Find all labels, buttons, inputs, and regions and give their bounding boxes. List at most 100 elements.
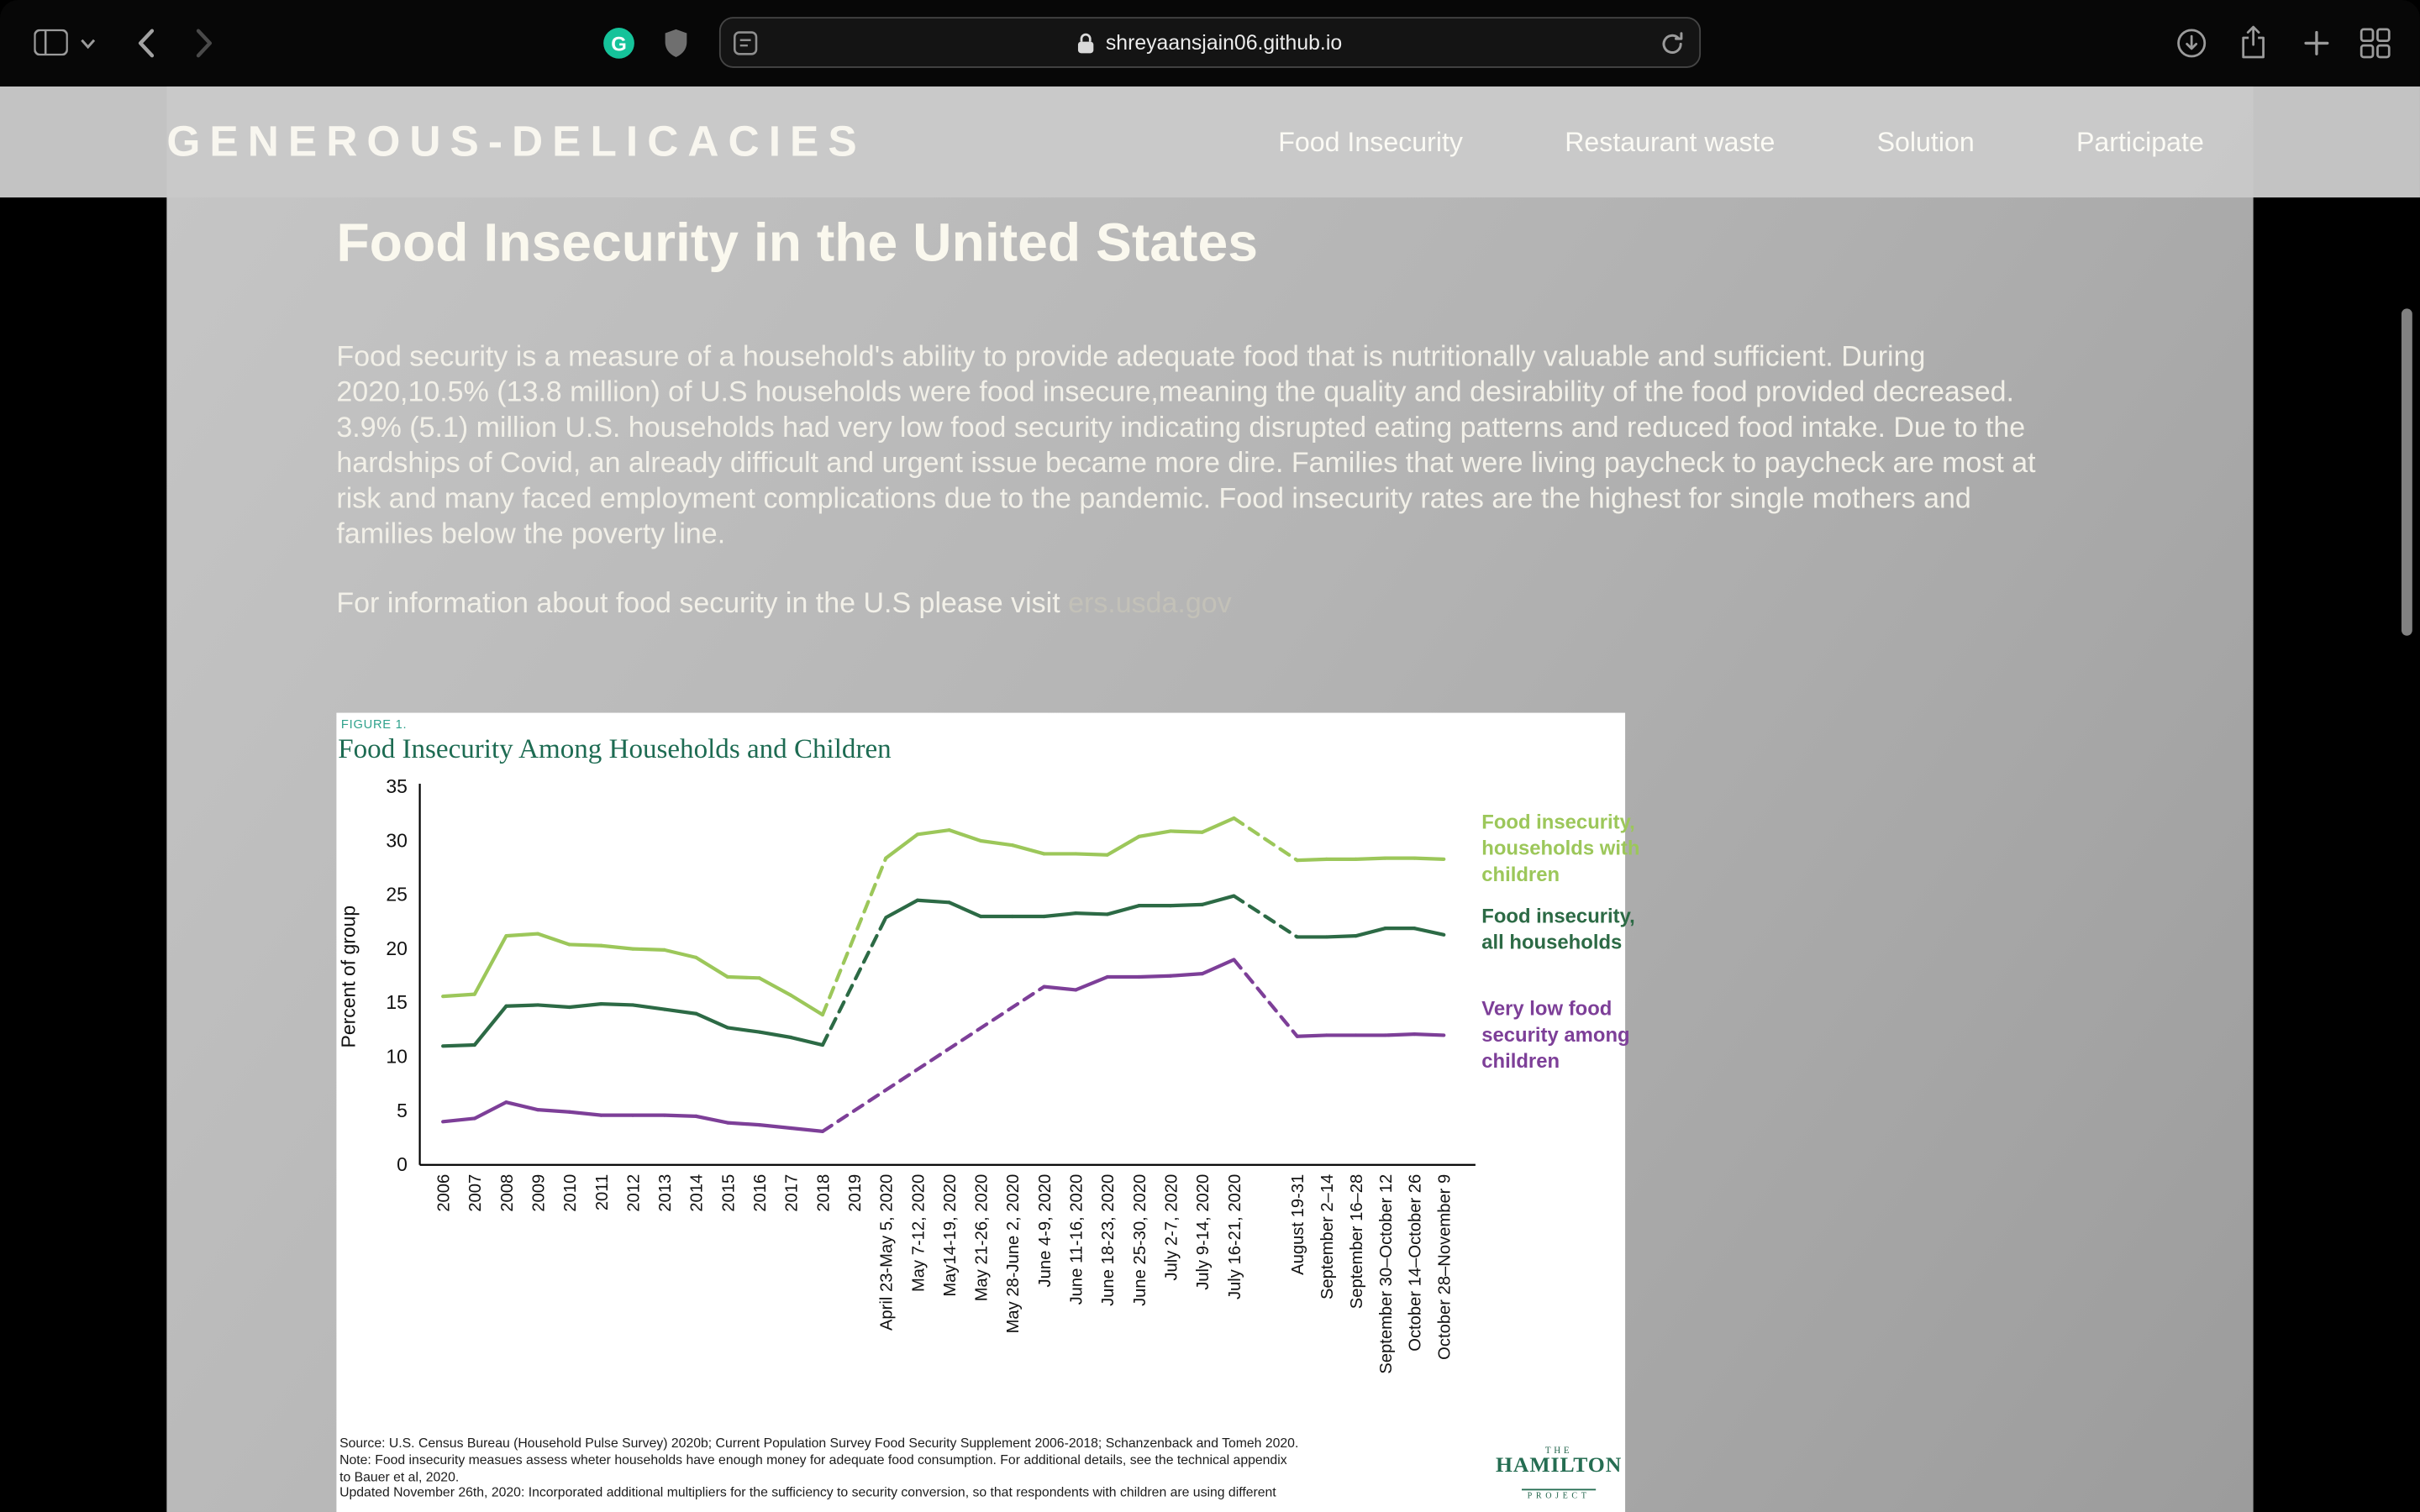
shield-extension-button[interactable] bbox=[664, 28, 688, 59]
svg-text:May 28-June 2, 2020: May 28-June 2, 2020 bbox=[1004, 1174, 1023, 1334]
page-icon bbox=[733, 31, 758, 55]
page-title: Food Insecurity in the United States bbox=[336, 213, 1258, 274]
source-line: to Bauer et al, 2020. bbox=[339, 1467, 460, 1484]
nav-item-participate[interactable]: Participate bbox=[2075, 125, 2204, 157]
address-bar[interactable]: shreyaansjain06.github.io bbox=[718, 17, 1702, 68]
figure-title: Food Insecurity Among Households and Chi… bbox=[338, 732, 892, 764]
figure-source-notes: Source: U.S. Census Bureau (Household Pu… bbox=[339, 1435, 1485, 1501]
sidebar-toggle-icon bbox=[34, 29, 68, 56]
svg-text:2006: 2006 bbox=[434, 1174, 453, 1212]
lock-icon bbox=[1078, 32, 1095, 53]
svg-text:Percent of group: Percent of group bbox=[337, 906, 359, 1048]
nav-item-restaurant-waste[interactable]: Restaurant waste bbox=[1565, 125, 1776, 157]
page-scrollbar[interactable] bbox=[2401, 308, 2412, 636]
site-header: GENEROUS-DELICACIES Food Insecurity Rest… bbox=[0, 86, 2420, 198]
source-line: Note: Food insecurity measues assess whe… bbox=[339, 1451, 1287, 1467]
reload-button[interactable] bbox=[1659, 31, 1685, 57]
share-button[interactable] bbox=[2239, 24, 2267, 60]
svg-text:2014: 2014 bbox=[688, 1174, 707, 1212]
logo-the: THE bbox=[1544, 1446, 1573, 1457]
site-brand[interactable]: GENEROUS-DELICACIES bbox=[166, 117, 866, 165]
svg-text:security among: security among bbox=[1481, 1024, 1629, 1047]
svg-text:June 18-23, 2020: June 18-23, 2020 bbox=[1099, 1174, 1118, 1306]
article-paragraph: Food security is a measure of a househol… bbox=[336, 339, 2036, 549]
forward-button[interactable] bbox=[194, 28, 214, 59]
svg-text:May14-19, 2020: May14-19, 2020 bbox=[941, 1174, 960, 1297]
svg-text:July 2-7, 2020: July 2-7, 2020 bbox=[1163, 1174, 1181, 1281]
svg-text:September 16–28: September 16–28 bbox=[1348, 1174, 1366, 1309]
svg-text:children: children bbox=[1481, 864, 1560, 886]
page-viewport: GENEROUS-DELICACIES Food Insecurity Rest… bbox=[0, 86, 2420, 1512]
svg-text:10: 10 bbox=[386, 1046, 408, 1068]
svg-text:all households: all households bbox=[1481, 932, 1622, 954]
figure-food-insecurity-chart: FIGURE 1. Food Insecurity Among Househol… bbox=[336, 712, 1639, 1512]
svg-text:2017: 2017 bbox=[783, 1174, 802, 1212]
hamilton-project-logo: THE HAMILTON PROJECT BROOKINGS bbox=[1494, 1447, 1623, 1512]
svg-text:2009: 2009 bbox=[529, 1174, 548, 1212]
svg-text:20: 20 bbox=[386, 937, 408, 959]
svg-text:30: 30 bbox=[386, 829, 408, 851]
browser-toolbar: G shreyaansjain06.github.io bbox=[0, 0, 2420, 87]
downloads-icon bbox=[2177, 29, 2207, 58]
grammarly-extension-button[interactable]: G bbox=[603, 28, 634, 59]
svg-text:June 11-16, 2020: June 11-16, 2020 bbox=[1068, 1174, 1086, 1305]
svg-text:2008: 2008 bbox=[498, 1174, 517, 1212]
svg-text:2019: 2019 bbox=[846, 1174, 865, 1212]
nav-item-solution[interactable]: Solution bbox=[1876, 125, 1975, 157]
figure-label: FIGURE 1. bbox=[340, 717, 408, 732]
svg-text:households with: households with bbox=[1481, 837, 1639, 860]
forward-icon bbox=[196, 29, 212, 58]
svg-text:25: 25 bbox=[386, 884, 408, 906]
back-icon bbox=[138, 29, 155, 58]
svg-text:September 30–October 12: September 30–October 12 bbox=[1377, 1174, 1396, 1374]
new-tab-button[interactable] bbox=[2302, 29, 2330, 57]
downloads-button[interactable] bbox=[2176, 28, 2207, 59]
main-nav: Food Insecurity Restaurant waste Solutio… bbox=[1278, 126, 2204, 159]
tab-overview-button[interactable] bbox=[2360, 28, 2391, 59]
svg-text:July 9-14, 2020: July 9-14, 2020 bbox=[1194, 1174, 1213, 1290]
usda-link[interactable]: ers.usda.gov bbox=[1068, 585, 1232, 619]
source-line: Updated November 26th, 2020: Incorporate… bbox=[339, 1484, 1276, 1501]
svg-text:June 25-30, 2020: June 25-30, 2020 bbox=[1131, 1174, 1150, 1306]
svg-text:Food insecurity,: Food insecurity, bbox=[1481, 905, 1635, 927]
page-settings-button[interactable] bbox=[733, 31, 758, 55]
svg-text:2016: 2016 bbox=[751, 1174, 770, 1212]
info-line: For information about food security in t… bbox=[336, 586, 1231, 620]
svg-text:2013: 2013 bbox=[656, 1174, 675, 1212]
svg-text:2007: 2007 bbox=[466, 1174, 485, 1212]
logo-hamilton: HAMILTON bbox=[1495, 1455, 1623, 1478]
svg-text:0: 0 bbox=[397, 1153, 408, 1175]
svg-text:5: 5 bbox=[397, 1100, 408, 1121]
share-icon bbox=[2242, 25, 2265, 59]
svg-text:2010: 2010 bbox=[561, 1174, 580, 1212]
reload-icon bbox=[1662, 32, 1683, 54]
svg-text:15: 15 bbox=[386, 991, 408, 1013]
chevron-down-icon bbox=[81, 39, 96, 50]
svg-text:April 23-May 5, 2020: April 23-May 5, 2020 bbox=[878, 1174, 897, 1331]
info-prefix: For information about food security in t… bbox=[336, 585, 1069, 619]
svg-text:July 16-21, 2020: July 16-21, 2020 bbox=[1226, 1174, 1244, 1299]
tab-overview-icon bbox=[2360, 28, 2391, 59]
svg-text:August 19-31: August 19-31 bbox=[1289, 1174, 1307, 1275]
svg-text:June 4-9, 2020: June 4-9, 2020 bbox=[1036, 1174, 1055, 1288]
svg-text:Very low food: Very low food bbox=[1481, 998, 1612, 1021]
url-text: shreyaansjain06.github.io bbox=[1105, 30, 1343, 55]
nav-item-food-insecurity[interactable]: Food Insecurity bbox=[1278, 125, 1463, 157]
svg-text:2011: 2011 bbox=[593, 1174, 612, 1210]
back-button[interactable] bbox=[136, 28, 156, 59]
svg-text:May 7-12, 2020: May 7-12, 2020 bbox=[909, 1174, 928, 1292]
source-line: Source: U.S. Census Bureau (Household Pu… bbox=[339, 1435, 1299, 1451]
sidebar-menu-button[interactable] bbox=[81, 39, 96, 50]
svg-text:2012: 2012 bbox=[624, 1174, 643, 1212]
sidebar-toggle-button[interactable] bbox=[34, 29, 68, 56]
shield-icon bbox=[665, 29, 687, 57]
svg-text:2015: 2015 bbox=[719, 1174, 738, 1212]
logo-project: PROJECT bbox=[1521, 1488, 1597, 1501]
chart-plot: 0 5 10 15 20 25 30 35 Percent of group 2006 2007 20… bbox=[337, 775, 1639, 1374]
svg-text:October 14–October 26: October 14–October 26 bbox=[1407, 1174, 1425, 1352]
svg-text:children: children bbox=[1481, 1050, 1560, 1073]
new-tab-icon bbox=[2304, 30, 2329, 55]
svg-text:2018: 2018 bbox=[814, 1174, 833, 1212]
svg-text:October 28–November 9: October 28–November 9 bbox=[1436, 1174, 1455, 1360]
